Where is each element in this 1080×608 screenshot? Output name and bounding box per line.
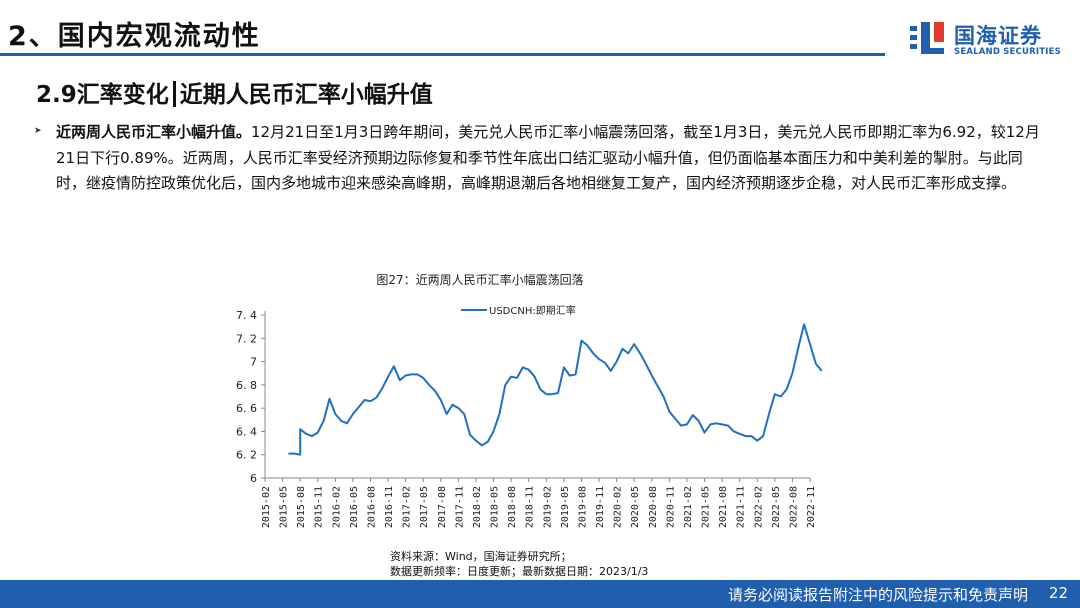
x-tick-label: 2017-02 — [402, 486, 413, 528]
y-tick-label: 6. 4 — [236, 425, 257, 438]
x-tick-label: 2015-11 — [314, 486, 325, 528]
paragraph-lead: 近两周人民币汇率小幅升值。 — [56, 123, 252, 141]
section-title: 2、国内宏观流动性 — [8, 21, 261, 52]
x-tick-label: 2020-11 — [665, 486, 676, 528]
x-tick-label: 2018-11 — [525, 486, 536, 528]
x-tick-label: 2022-11 — [806, 486, 817, 528]
x-tick-label: 2022-05 — [771, 486, 782, 528]
x-tick-label: 2015-05 — [279, 486, 290, 528]
x-tick-label: 2016-02 — [331, 486, 342, 528]
chart-source: 资料来源：Wind，国海证券研究所； 数据更新频率：日度更新；最新数据日期：20… — [390, 549, 648, 579]
x-tick-label: 2019-05 — [560, 486, 571, 528]
y-tick-label: 6. 8 — [236, 379, 257, 392]
x-tick-label: 2016-05 — [349, 486, 360, 528]
x-tick-label: 2018-02 — [472, 486, 483, 528]
x-tick-label: 2017-05 — [419, 486, 430, 528]
y-tick-label: 6. 2 — [236, 449, 257, 462]
x-tick-label: 2017-11 — [454, 486, 465, 528]
bullet-arrow-icon: ➤ — [34, 126, 42, 136]
y-tick-label: 6. 6 — [236, 402, 257, 415]
x-tick-label: 2017-08 — [437, 486, 448, 528]
update-line: 数据更新频率：日度更新；最新数据日期：2023/1/3 — [390, 565, 649, 578]
subheading-topic: 近期人民币汇率小幅升值 — [179, 82, 433, 108]
exchange-rate-chart: 6 6. 2 6. 4 6. 6 6. 8 7 7. 2 7. 4 2015-02 2015-05… — [236, 304, 823, 528]
x-tick-label: 2019-08 — [577, 486, 588, 528]
x-tick-label: 2021-11 — [736, 486, 747, 528]
logo-chinese-name: 国海证券 — [954, 24, 1042, 48]
y-tick-label: 7. 4 — [236, 309, 257, 322]
source-line: 资料来源：Wind，国海证券研究所； — [390, 550, 572, 563]
footer-bar: 请务必阅读报告附注中的风险提示和免责声明 22 — [0, 580, 1080, 608]
subheading: 2.9汇率变化 近期人民币汇率小幅升值 — [36, 75, 433, 109]
x-tick-label: 2021-05 — [701, 486, 712, 528]
y-tick-label: 6 — [250, 472, 257, 485]
subheading-section: 2.9汇率变化 — [36, 82, 169, 108]
footer-disclaimer: 请务必阅读报告附注中的风险提示和免责声明 — [727, 586, 1028, 604]
x-tick-label: 2022-02 — [753, 486, 764, 528]
company-logo: 国海证券 SEALAND SECURITIES — [908, 18, 1068, 60]
chart-title: 图27：近两周人民币汇率小幅震荡回落 — [376, 273, 584, 287]
body-paragraph: 近两周人民币汇率小幅升值。12月21日至1月3日跨年期间，美元兑人民币汇率小幅震… — [56, 120, 1041, 197]
subheading-divider — [172, 81, 176, 107]
page-number: 22 — [1048, 584, 1068, 602]
header-rule — [0, 53, 885, 56]
x-tick-label: 2021-02 — [683, 486, 694, 528]
sealand-logo-icon — [910, 22, 944, 54]
x-tick-label: 2018-05 — [490, 486, 501, 528]
x-tick-label: 2015-02 — [261, 486, 272, 528]
y-tick-label: 7 — [250, 356, 257, 369]
x-tick-label: 2016-11 — [384, 486, 395, 528]
legend-label: USDCNH:即期汇率 — [489, 304, 576, 317]
x-tick-label: 2021-08 — [718, 486, 729, 528]
x-tick-label: 2019-02 — [542, 486, 553, 528]
x-tick-label: 2020-05 — [630, 486, 641, 528]
x-tick-label: 2020-08 — [648, 486, 659, 528]
x-tick-label: 2015-08 — [296, 486, 307, 528]
series-line — [288, 323, 823, 456]
y-tick-label: 7. 2 — [236, 332, 257, 345]
x-tick-label: 2022-08 — [788, 486, 799, 528]
x-tick-label: 2016-08 — [366, 486, 377, 528]
paragraph-text: 12月21日至1月3日跨年期间，美元兑人民币汇率小幅震荡回落，截至1月3日，美元… — [56, 123, 1040, 192]
logo-english-name: SEALAND SECURITIES — [954, 47, 1061, 57]
x-tick-label: 2018-08 — [507, 486, 518, 528]
x-tick-label: 2019-11 — [595, 486, 606, 528]
x-tick-label: 2020-02 — [613, 486, 624, 528]
